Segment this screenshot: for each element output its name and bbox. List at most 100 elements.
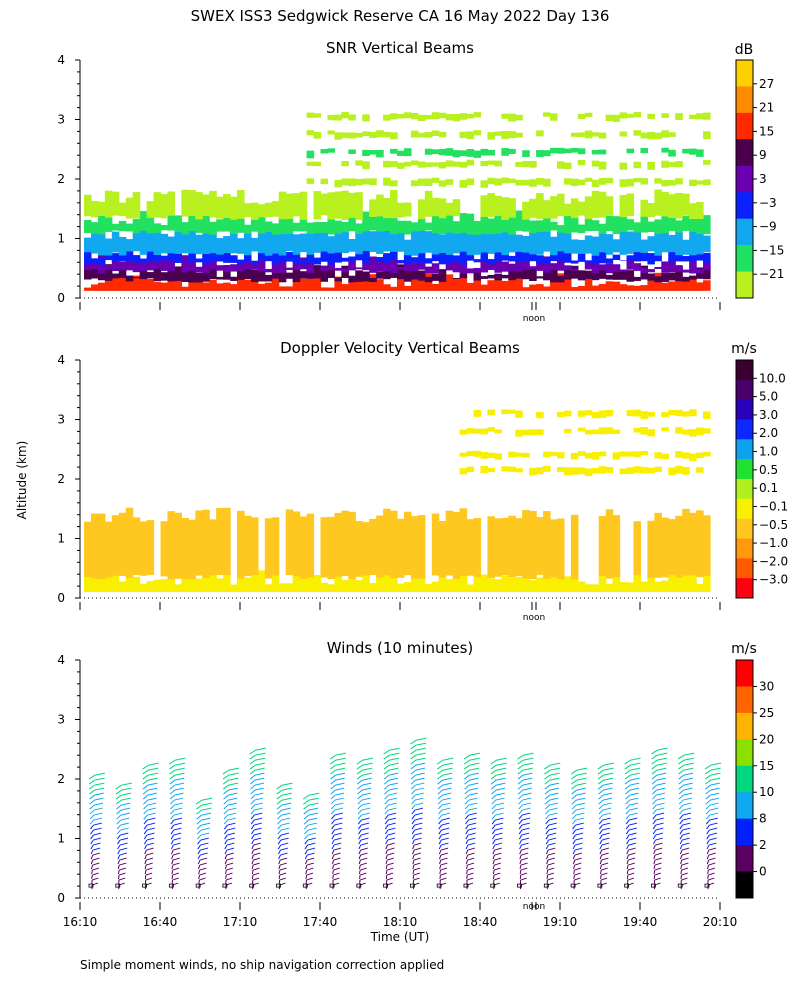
wind-barb-flag [414,837,422,841]
wind-barb-flag [146,852,154,856]
wind-barb-flag [307,847,316,851]
wind-barb-flag [92,857,100,861]
heatmap-cell [577,132,586,137]
wind-barb-flag [629,792,639,796]
wind-barb-staff [707,875,709,880]
heatmap-cell [675,113,683,121]
wind-barb-staff [651,754,658,760]
heatmap-cell [661,180,669,187]
wind-barb-staff [357,789,363,795]
heatmap-cell [515,276,523,291]
heatmap-cell [285,272,294,279]
wind-barb-staff [249,764,256,770]
heatmap-cell [202,263,210,274]
heatmap-cell [633,573,642,593]
wind-barb-staff [573,864,576,870]
heatmap-cell [647,277,655,291]
heatmap-cell [543,451,551,458]
wind-barb-staff [544,794,550,800]
wind-barb-staff [303,819,309,825]
heatmap-cell [494,429,502,434]
heatmap-cell [431,581,440,593]
heatmap-cell [522,429,530,436]
heatmap-cell [174,227,182,254]
wind-barb-flag [548,842,556,846]
heatmap-cell [529,580,537,593]
heatmap-cell [536,467,544,475]
wind-barb-staff [598,794,604,800]
wind-barb-flag [148,767,159,771]
heatmap-cell [362,260,370,271]
wind-barb-flag [522,802,531,806]
wind-barb-staff [117,864,120,870]
heatmap-cell [570,452,579,460]
heatmap-cell [139,258,148,263]
wind-barb-staff [600,869,602,875]
wind-barb-staff [143,799,149,805]
wind-barb-flag [147,817,156,821]
heatmap-cell [397,202,405,218]
heatmap-cell [661,261,669,273]
wind-barb-staff [223,824,228,830]
wind-barb-flag [469,757,480,761]
wind-barb-flag [682,837,690,841]
heatmap-cell [84,260,92,271]
heatmap-cell [550,571,558,593]
heatmap-cell [299,233,308,253]
wind-barb-staff [116,809,122,815]
heatmap-cell [682,269,690,273]
wind-barb-flag [468,822,477,826]
wind-barb-flag [495,802,505,806]
colorbar-tick-label: 9 [759,148,767,162]
wind-barb-staff [250,779,256,785]
heatmap-cell [598,251,607,264]
heatmap-cell [355,223,363,235]
heatmap-cell [682,256,690,262]
wind-barb-staff [651,769,658,775]
x-tick-label: 16:10 [63,915,98,929]
wind-barb-flag [656,777,666,781]
wind-barb-staff [330,779,336,785]
wind-barb-staff [358,849,362,855]
heatmap-cell [563,162,572,169]
wind-barb-flag [387,817,397,821]
wind-barb-flag [228,797,238,801]
heatmap-cell [563,266,572,280]
heatmap-cell [243,260,252,270]
heatmap-cell [605,258,614,264]
heatmap-cell [320,265,329,272]
wind-barb-staff [490,769,497,775]
wind-barb-staff [518,834,523,840]
wind-barb-flag [172,877,179,881]
wind-barb-flag [681,847,690,851]
heatmap-cell [689,453,697,462]
heatmap-cell [508,198,516,218]
wind-barb-staff [88,779,96,785]
heatmap-cell [682,148,690,154]
wind-barb-staff [384,804,389,810]
calm-marker [490,883,496,888]
heatmap-cell [550,273,558,291]
wind-barb-staff [250,794,256,800]
heatmap-cell [431,177,440,183]
heatmap-cell [146,278,155,291]
calm-marker [222,883,228,888]
colorbar-tick-label: 15 [759,759,774,773]
wind-barb-flag [145,872,153,876]
heatmap-cell [348,114,356,121]
wind-barb-flag [548,827,557,831]
heatmap-cell [556,147,565,154]
wind-barb-flag [469,762,480,766]
wind-barb-flag [414,817,423,821]
wind-barb-staff [384,794,389,800]
heatmap-cell [139,258,148,272]
wind-barb-flag [467,852,475,856]
wind-barb-staff [142,789,149,795]
wind-barb-flag [708,852,716,856]
wind-barb-staff [224,834,228,840]
heatmap-cell [355,520,363,577]
heatmap-cell [563,227,572,254]
doppler-x-axis [79,597,721,610]
heatmap-cell [522,255,530,271]
heatmap-cell [376,257,384,262]
